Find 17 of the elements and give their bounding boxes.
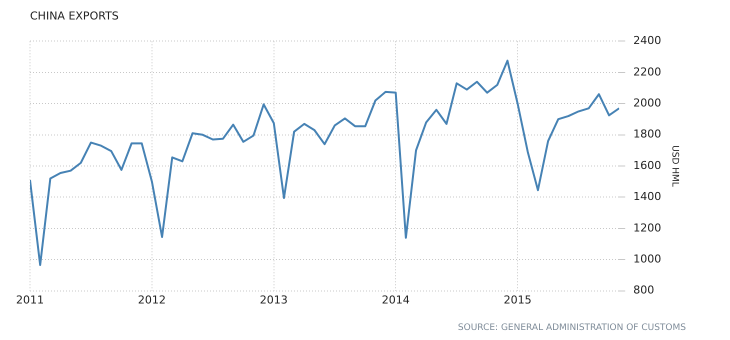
y-tick-label: 1600 — [633, 158, 662, 172]
y-tick-label: 1000 — [633, 252, 662, 266]
y-axis-title: USD HML — [669, 145, 680, 187]
chart-title: CHINA EXPORTS — [30, 9, 119, 22]
y-tick-label: 2000 — [633, 96, 662, 110]
x-tick-label: 2011 — [16, 293, 44, 306]
y-tick-label: 1200 — [633, 221, 662, 234]
x-tick-label: 2012 — [138, 293, 166, 306]
source-note: SOURCE: GENERAL ADMINISTRATION OF CUSTOMS — [458, 323, 686, 333]
y-tick-label: 2200 — [633, 65, 662, 78]
y-tick-label: 2400 — [633, 34, 662, 48]
x-tick-label: 2013 — [260, 293, 288, 306]
x-tick-label: 2015 — [504, 293, 532, 306]
y-tick-label: 1400 — [633, 190, 662, 204]
y-tick-label: 800 — [633, 284, 654, 297]
x-tick-label: 2014 — [382, 293, 410, 306]
y-tick-label: 1800 — [633, 128, 662, 141]
